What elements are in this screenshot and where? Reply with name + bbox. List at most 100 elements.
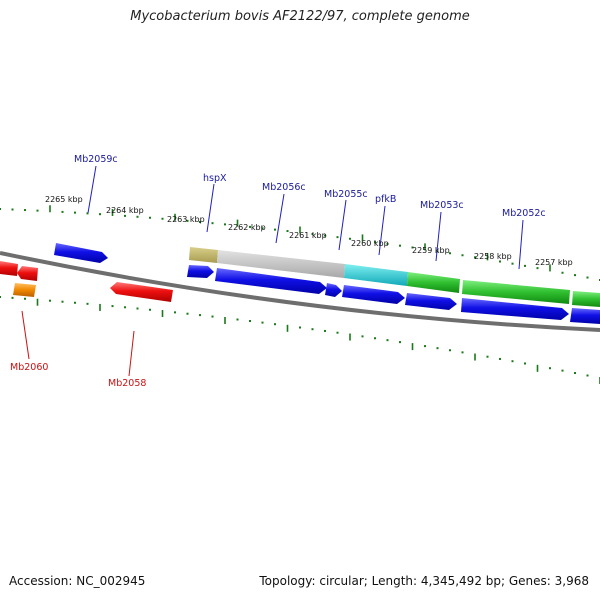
lower-tick-ring — [0, 296, 600, 384]
tick-label-2259: 2259 kbp — [412, 246, 450, 255]
leader-hspx — [206, 183, 215, 233]
tick-label-2260: 2260 kbp — [351, 239, 389, 248]
major-tick — [299, 226, 301, 234]
minor-tick — [461, 351, 464, 354]
gene-mb2053c — [405, 293, 457, 310]
major-tick — [349, 333, 351, 341]
feature-green-3 — [572, 291, 600, 307]
gene-mb2059c — [54, 243, 108, 263]
tick-label-2264: 2264 kbp — [106, 206, 144, 215]
feature-green-2 — [462, 280, 570, 304]
label-hspx: hspX — [203, 173, 227, 184]
minor-tick — [124, 306, 126, 309]
leader-mb2059c — [87, 165, 97, 214]
minor-tick — [461, 254, 464, 257]
minor-tick — [299, 326, 301, 329]
minor-tick — [411, 246, 414, 249]
major-tick — [161, 310, 164, 318]
label-mb2060: Mb2060 — [10, 362, 48, 373]
major-tick — [49, 205, 51, 213]
minor-tick — [186, 312, 189, 315]
minor-tick — [311, 233, 314, 235]
leader-mb2056c — [275, 193, 285, 244]
minor-tick — [424, 345, 426, 348]
label-mb2052c: Mb2052c — [502, 208, 546, 219]
minor-tick — [149, 308, 151, 311]
minor-tick — [99, 213, 101, 216]
minor-tick — [11, 296, 14, 299]
label-mb2056c: Mb2056c — [262, 182, 306, 193]
gene-mb2052c — [461, 298, 569, 320]
minor-tick — [436, 347, 439, 350]
minor-tick — [549, 367, 551, 370]
gene-red-small — [17, 266, 38, 281]
reverse-genes — [0, 261, 173, 302]
minor-tick — [386, 242, 389, 245]
tick-label-2262: 2262 kbp — [228, 223, 266, 232]
accession-text: Accession: NC_002945 — [9, 574, 146, 588]
minor-tick — [399, 244, 401, 247]
gene-hspx — [187, 265, 214, 278]
minor-tick — [111, 305, 114, 308]
major-tick — [111, 209, 114, 216]
minor-tick — [124, 214, 126, 217]
gene-mb2055c — [325, 283, 342, 297]
major-tick — [486, 253, 489, 261]
leader-mb2052c — [518, 219, 524, 270]
minor-tick — [11, 208, 14, 211]
minor-tick — [449, 349, 451, 352]
leader-mb2055c — [338, 199, 347, 251]
minor-tick — [186, 219, 189, 222]
tick-label-2257: 2257 kbp — [535, 258, 573, 267]
major-tick — [549, 264, 551, 272]
minor-tick — [586, 374, 589, 377]
major-tick — [424, 243, 426, 251]
kbp-tick-labels: 2265 kbp 2264 kbp 2263 kbp 2262 kbp 2261… — [45, 195, 573, 267]
minor-tick — [74, 301, 76, 304]
gene-pfkb — [342, 285, 405, 304]
label-mb2059c: Mb2059c — [74, 154, 118, 165]
leader-mb2060 — [21, 310, 30, 360]
minor-tick — [336, 331, 339, 334]
gene-mb2060 — [13, 283, 36, 297]
tick-label-2263: 2263 kbp — [167, 215, 205, 224]
minor-tick — [24, 297, 26, 300]
label-pfkb: pfkB — [375, 194, 396, 205]
minor-tick — [436, 250, 439, 253]
major-tick — [286, 324, 289, 332]
minor-tick — [499, 260, 501, 263]
gene-reverse-edge — [0, 261, 18, 276]
gene-forward-edge — [570, 308, 600, 324]
major-tick — [236, 219, 239, 227]
feature-green-1 — [407, 272, 460, 293]
minor-tick — [199, 221, 201, 223]
minor-tick — [574, 274, 576, 277]
feature-grey — [217, 250, 345, 278]
minor-tick — [161, 217, 164, 220]
minor-tick — [224, 223, 226, 226]
major-tick — [536, 364, 539, 372]
major-tick — [361, 234, 364, 242]
major-tick — [36, 298, 39, 306]
leader-mb2058 — [128, 330, 135, 377]
minor-tick — [374, 241, 376, 244]
minor-tick — [174, 311, 176, 314]
major-tick — [224, 317, 226, 324]
minor-tick — [24, 209, 26, 212]
minor-tick — [249, 320, 251, 323]
minor-tick — [386, 339, 389, 342]
major-tick — [474, 353, 476, 361]
genome-summary-text: Topology: circular; Length: 4,345,492 bp… — [259, 574, 589, 588]
minor-tick — [374, 337, 376, 340]
upper-tick-ring — [0, 205, 600, 281]
feature-bar — [189, 247, 600, 307]
minor-tick — [586, 276, 589, 279]
gene-mb2056c — [215, 268, 327, 294]
feature-cyan — [344, 264, 408, 286]
leader-mb2053c — [435, 211, 442, 262]
minor-tick — [249, 225, 251, 228]
minor-tick — [274, 323, 276, 326]
minor-tick — [61, 300, 64, 303]
label-mb2058: Mb2058 — [108, 378, 146, 389]
